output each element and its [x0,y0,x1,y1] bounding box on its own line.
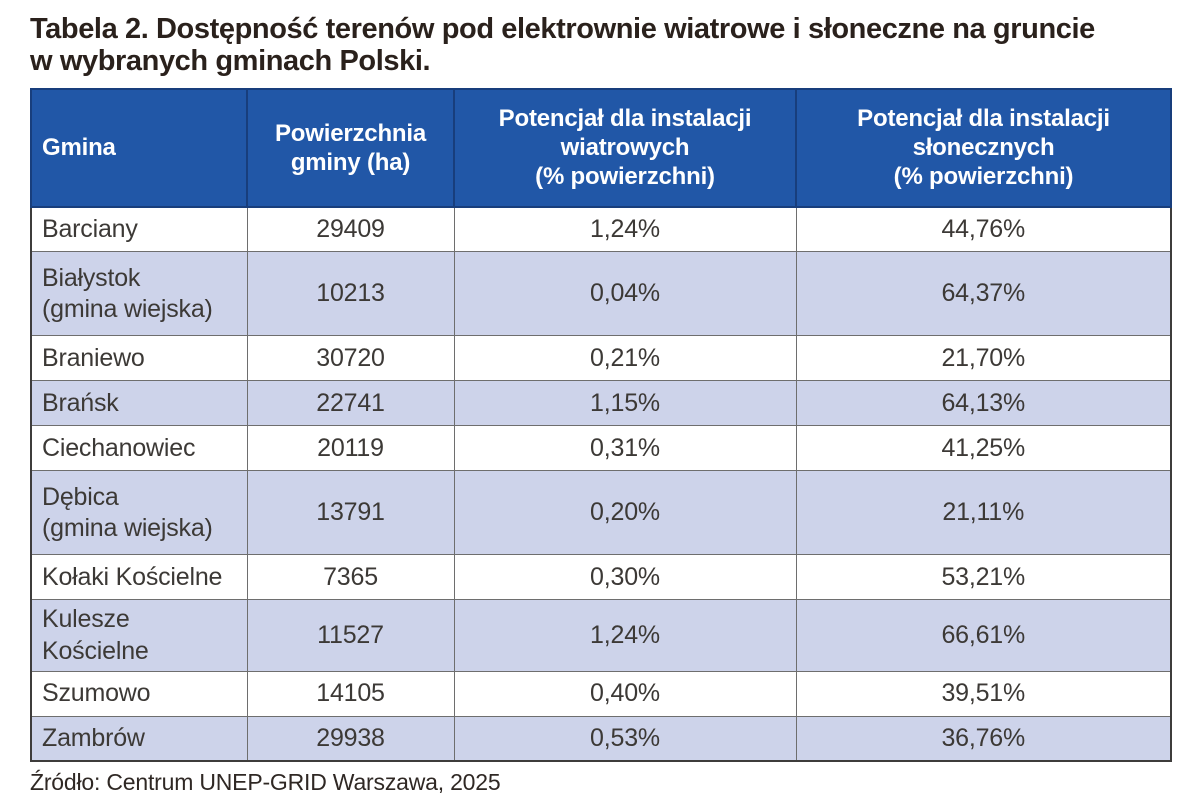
header-row: Gmina Powierzchnia gminy (ha) Potencjał … [30,87,1172,208]
table-row: Dębica (gmina wiejska) 13791 0,20% 21,11… [30,470,1172,556]
data-table: Gmina Powierzchnia gminy (ha) Potencjał … [30,87,1172,763]
cell-solar-potential: 44,76% [795,206,1172,253]
cell-solar-potential: 41,25% [795,425,1172,472]
table-row: Ciechanowiec 20119 0,31% 41,25% [30,425,1172,472]
cell-wind-potential: 0,21% [453,335,797,382]
table-row: Braniewo 30720 0,21% 21,70% [30,335,1172,382]
table-row: Zambrów 29938 0,53% 36,76% [30,715,1172,762]
cell-area: 11527 [246,599,455,672]
cell-area: 14105 [246,670,455,717]
cell-gmina: Zambrów [30,715,248,762]
cell-gmina: Brańsk [30,380,248,427]
table-row: Szumowo 14105 0,40% 39,51% [30,670,1172,717]
cell-area: 22741 [246,380,455,427]
table-header: Gmina Powierzchnia gminy (ha) Potencjał … [30,87,1172,208]
cell-area: 7365 [246,554,455,601]
cell-gmina: Kołaki Kościelne [30,554,248,601]
source-note: Źródło: Centrum UNEP-GRID Warszawa, 2025 [30,769,501,796]
cell-solar-potential: 39,51% [795,670,1172,717]
cell-wind-potential: 0,31% [453,425,797,472]
cell-solar-potential: 36,76% [795,715,1172,762]
cell-wind-potential: 1,24% [453,206,797,253]
cell-area: 13791 [246,470,455,556]
header-gmina: Gmina [30,87,248,208]
cell-solar-potential: 53,21% [795,554,1172,601]
cell-gmina: Białystok (gmina wiejska) [30,251,248,337]
header-area: Powierzchnia gminy (ha) [246,87,455,208]
cell-gmina: Kulesze Kościelne [30,599,248,672]
cell-wind-potential: 1,24% [453,599,797,672]
cell-gmina: Braniewo [30,335,248,382]
header-solar-potential: Potencjał dla instalacji słonecznych (% … [795,87,1172,208]
cell-area: 30720 [246,335,455,382]
cell-gmina: Dębica (gmina wiejska) [30,470,248,556]
table-row: Brańsk 22741 1,15% 64,13% [30,380,1172,427]
cell-wind-potential: 1,15% [453,380,797,427]
cell-wind-potential: 0,20% [453,470,797,556]
table-row: Białystok (gmina wiejska) 10213 0,04% 64… [30,251,1172,337]
cell-solar-potential: 21,70% [795,335,1172,382]
cell-solar-potential: 64,13% [795,380,1172,427]
cell-wind-potential: 0,53% [453,715,797,762]
cell-solar-potential: 66,61% [795,599,1172,672]
cell-solar-potential: 64,37% [795,251,1172,337]
table-row: Kołaki Kościelne 7365 0,30% 53,21% [30,554,1172,601]
cell-area: 29409 [246,206,455,253]
cell-area: 20119 [246,425,455,472]
cell-wind-potential: 0,40% [453,670,797,717]
cell-area: 10213 [246,251,455,337]
cell-area: 29938 [246,715,455,762]
header-wind-potential: Potencjał dla instalacji wiatrowych (% p… [453,87,797,208]
table-row: Barciany 29409 1,24% 44,76% [30,206,1172,253]
cell-gmina: Szumowo [30,670,248,717]
table-title: Tabela 2. Dostępność terenów pod elektro… [30,13,1095,77]
cell-wind-potential: 0,04% [453,251,797,337]
cell-gmina: Barciany [30,206,248,253]
cell-gmina: Ciechanowiec [30,425,248,472]
table-row: Kulesze Kościelne 11527 1,24% 66,61% [30,599,1172,672]
cell-solar-potential: 21,11% [795,470,1172,556]
table-body: Barciany 29409 1,24% 44,76% Białystok (g… [30,206,1172,762]
cell-wind-potential: 0,30% [453,554,797,601]
